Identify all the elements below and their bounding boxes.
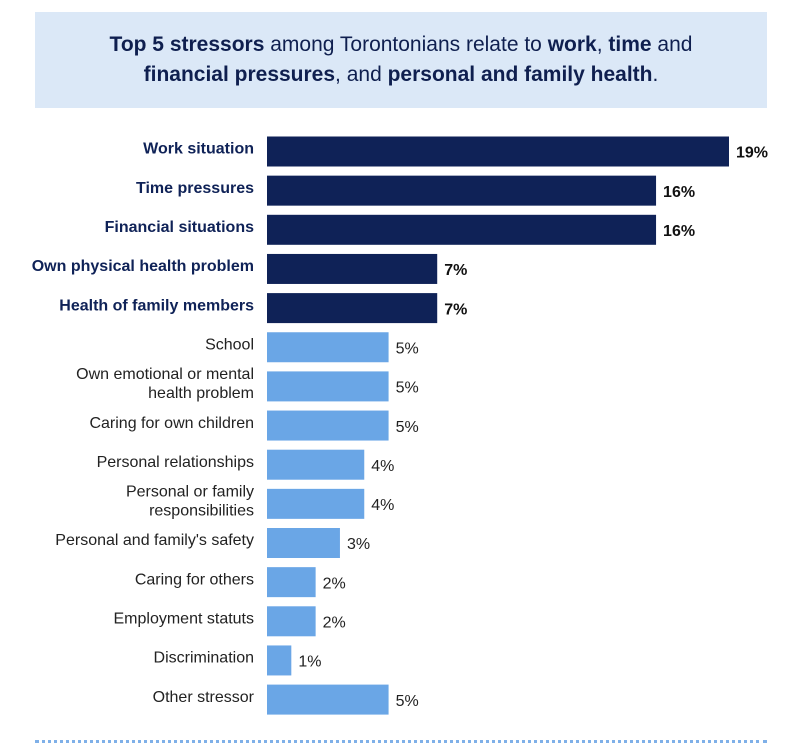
- headline-part: time: [608, 33, 652, 56]
- headline-part: , and: [335, 63, 388, 86]
- category-label: Caring for own children: [89, 415, 254, 432]
- category-label: Personal and family's safety: [55, 532, 254, 549]
- bar: [267, 371, 389, 402]
- category-label: School: [205, 336, 254, 353]
- bar: [267, 567, 316, 598]
- bar: [267, 332, 389, 363]
- category-label: Personal relationships: [97, 454, 254, 471]
- chart-headline: Top 5 stressors among Torontonians relat…: [80, 30, 723, 90]
- bar: [267, 606, 316, 637]
- data-label: 19%: [736, 145, 768, 162]
- headline-part: among Torontonians relate to: [264, 33, 548, 56]
- bar: [267, 410, 389, 441]
- bar: [267, 645, 292, 676]
- bar: [267, 136, 729, 167]
- headline-part: and: [651, 33, 693, 56]
- bar: [267, 684, 389, 715]
- category-label: Personal or family: [126, 484, 254, 501]
- category-label: Own emotional or mental: [76, 366, 254, 383]
- bar: [267, 214, 657, 245]
- category-label: Other stressor: [153, 689, 255, 706]
- category-label: Time pressures: [136, 180, 254, 197]
- data-label: 7%: [444, 301, 467, 318]
- bar: [267, 488, 365, 519]
- data-label: 16%: [663, 184, 695, 201]
- data-label: 5%: [396, 693, 419, 710]
- data-label: 2%: [323, 615, 346, 632]
- data-label: 16%: [663, 223, 695, 240]
- data-label: 5%: [396, 380, 419, 397]
- category-label: responsibilities: [149, 503, 254, 520]
- bar: [267, 449, 365, 480]
- bar: [267, 175, 657, 206]
- category-label: Caring for others: [135, 571, 254, 588]
- data-label: 1%: [298, 654, 321, 671]
- data-label: 7%: [444, 262, 467, 279]
- data-label: 4%: [371, 458, 394, 475]
- headline-part: .: [652, 63, 659, 86]
- category-label: Health of family members: [59, 297, 254, 314]
- data-label: 3%: [347, 536, 370, 553]
- category-label: Financial situations: [105, 219, 254, 236]
- bar: [267, 293, 438, 324]
- data-label: 5%: [396, 340, 419, 357]
- category-label: Discrimination: [154, 650, 254, 667]
- category-label: health problem: [148, 385, 254, 402]
- headline-part: Top 5 stressors: [109, 33, 265, 56]
- bar: [267, 528, 340, 558]
- category-label: Work situation: [143, 141, 254, 158]
- category-label: Own physical health problem: [32, 258, 254, 275]
- data-label: 4%: [371, 497, 394, 514]
- bar: [267, 253, 438, 284]
- data-label: 5%: [396, 419, 419, 436]
- headline-part: personal and family health: [387, 63, 653, 86]
- headline-part: financial pressures: [143, 63, 336, 86]
- data-label: 2%: [323, 575, 346, 592]
- headline-part: work: [547, 33, 597, 56]
- headline-part: ,: [596, 33, 609, 56]
- bottom-dotted-divider: [35, 740, 767, 743]
- headline-banner: Top 5 stressors among Torontonians relat…: [35, 12, 767, 108]
- category-label: Employment statuts: [114, 611, 255, 628]
